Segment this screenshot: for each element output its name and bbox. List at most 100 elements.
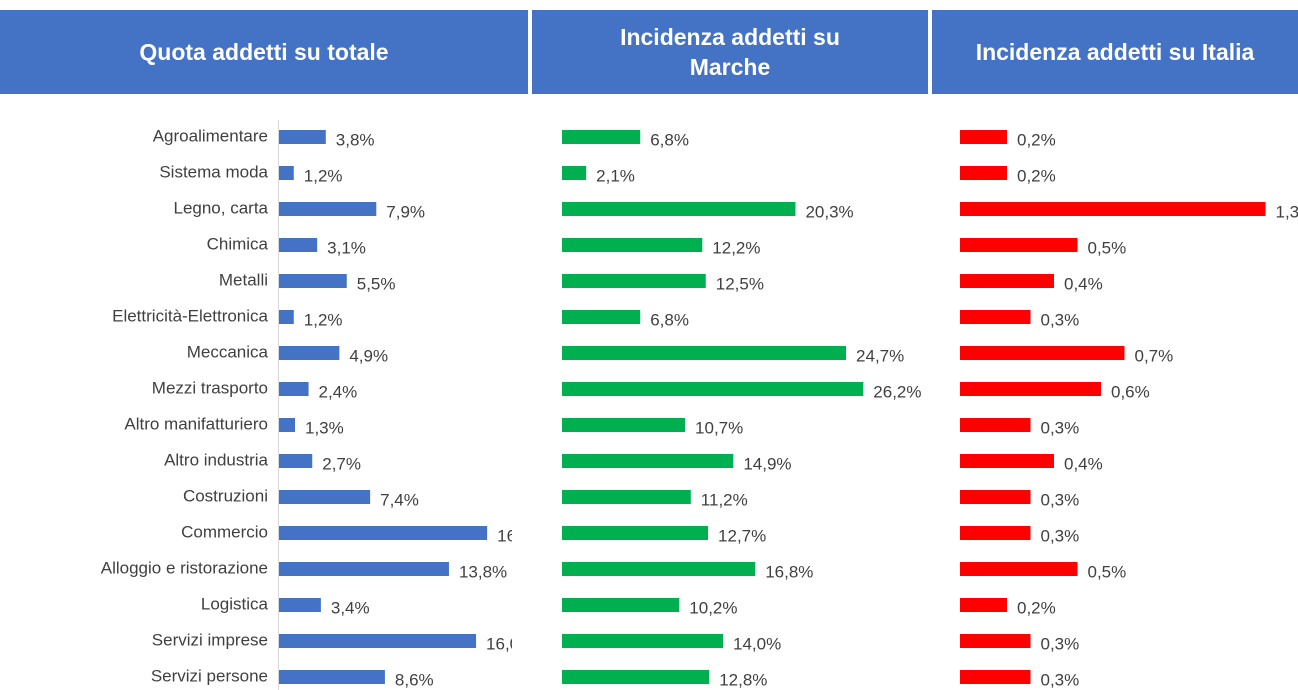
bar [960,274,1054,288]
value-label: 6,8% [650,130,689,149]
value-label: 13,8% [459,562,507,581]
bar [960,526,1031,540]
bar [279,454,313,468]
bar [960,310,1031,324]
bar [279,490,371,504]
value-label: 0,3% [1041,490,1080,509]
value-label: 0,2% [1017,166,1056,185]
value-label: 0,3% [1041,634,1080,653]
panel-title: Incidenza addetti su Marche [532,10,928,94]
bar [960,634,1031,648]
category-label: Metalli [219,270,268,289]
bar [562,346,847,360]
value-label: 0,3% [1041,526,1080,545]
value-label: 14,9% [743,454,791,473]
value-label: 0,5% [1088,562,1127,581]
bar [279,634,477,648]
bar [562,202,796,216]
bar [960,202,1266,216]
bar [562,526,709,540]
value-label: 7,4% [380,490,419,509]
bar [279,310,294,324]
value-label: 4,9% [349,346,388,365]
value-label: 2,4% [319,382,358,401]
value-label: 0,7% [1135,346,1174,365]
value-label: 26,2% [873,382,921,401]
bar [562,382,864,396]
value-label: 0,6% [1111,382,1150,401]
value-label: 0,3% [1041,310,1080,329]
category-label: Servizi imprese [152,630,268,649]
bar [960,598,1007,612]
category-label: Elettricità-Elettronica [112,306,268,325]
bar [562,490,691,504]
value-label: 16,8% [765,562,813,581]
bar [960,418,1031,432]
category-label: Chimica [207,234,269,253]
category-label: Costruzioni [183,486,268,505]
value-label: 24,7% [856,346,904,365]
bar [960,490,1031,504]
bar [960,130,1007,144]
bar [562,130,641,144]
panel-title: Quota addetti su totale [0,10,528,94]
value-label: 2,7% [322,454,361,473]
category-label: Agroalimentare [153,126,268,145]
bar [279,274,347,288]
value-label: 10,2% [689,598,737,617]
value-label: 20,3% [805,202,853,221]
category-label: Sistema moda [159,162,268,181]
value-label: 7,9% [386,202,425,221]
bar [562,454,734,468]
value-label: 12,8% [719,670,767,689]
bar [562,238,703,252]
value-label: 0,5% [1088,238,1127,257]
value-label: 0,2% [1017,598,1056,617]
category-label: Servizi persone [151,666,268,685]
panel: 6,8% 2,1% 20,3% 12,2% 12,5% 6,8% 24,7% 26,2% 10,… [562,130,922,689]
value-label: 16,0% [486,634,534,653]
value-label: 10,7% [695,418,743,437]
value-label: 0,2% [1017,130,1056,149]
value-label: 16,9% [497,526,545,545]
bar [562,418,686,432]
value-label: 3,1% [327,238,366,257]
bar [562,310,641,324]
bar [562,166,587,180]
value-label: 2,1% [596,166,635,185]
value-label: 0,3% [1041,670,1080,689]
category-label: Mezzi trasporto [152,378,268,397]
bar [279,562,449,576]
value-label: 12,2% [712,238,760,257]
bar [960,238,1078,252]
bar [562,634,723,648]
bar [960,562,1078,576]
bar [279,526,488,540]
bar [279,418,296,432]
panel-title: Incidenza addetti su Italia [932,10,1298,94]
value-label: 8,6% [395,670,434,689]
bar [279,238,318,252]
value-label: 11,2% [701,490,748,509]
bar [279,382,309,396]
value-label: 0,3% [1041,418,1080,437]
bar [562,670,710,684]
category-label: Legno, carta [173,198,268,217]
panel: 3,8% 1,2% 7,9% 3,1% 5,5% 1,2% 4,9% 2,4% 1,3% 2,7%… [279,130,545,689]
value-label: 5,5% [357,274,396,293]
bar [960,382,1101,396]
category-label: Commercio [181,522,268,541]
value-label: 1,3% [305,418,344,437]
bar [279,202,377,216]
bar [279,346,340,360]
category-label: Altro manifatturiero [124,414,268,433]
bar [279,166,294,180]
bar [562,598,680,612]
category-label: Meccanica [187,342,269,361]
bar [960,670,1031,684]
value-label: 6,8% [650,310,689,329]
bar [562,562,756,576]
value-label: 0,4% [1064,454,1103,473]
value-label: 1,2% [304,310,343,329]
